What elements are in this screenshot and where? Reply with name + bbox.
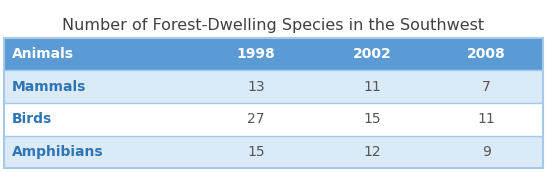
Text: 11: 11	[363, 80, 381, 94]
Text: 27: 27	[247, 112, 265, 126]
Text: 2008: 2008	[467, 47, 506, 61]
Text: 13: 13	[247, 80, 265, 94]
Text: 15: 15	[247, 145, 265, 159]
Text: 1998: 1998	[237, 47, 275, 61]
Text: Animals: Animals	[12, 47, 74, 61]
Text: 7: 7	[482, 80, 491, 94]
Text: 2002: 2002	[352, 47, 391, 61]
Text: 9: 9	[482, 145, 491, 159]
Text: 15: 15	[363, 112, 381, 126]
Text: Birds: Birds	[12, 112, 53, 126]
Text: Mammals: Mammals	[12, 80, 86, 94]
Text: Number of Forest-Dwelling Species in the Southwest: Number of Forest-Dwelling Species in the…	[62, 18, 485, 33]
Text: 11: 11	[478, 112, 495, 126]
Text: Amphibians: Amphibians	[12, 145, 104, 159]
Text: 12: 12	[363, 145, 381, 159]
